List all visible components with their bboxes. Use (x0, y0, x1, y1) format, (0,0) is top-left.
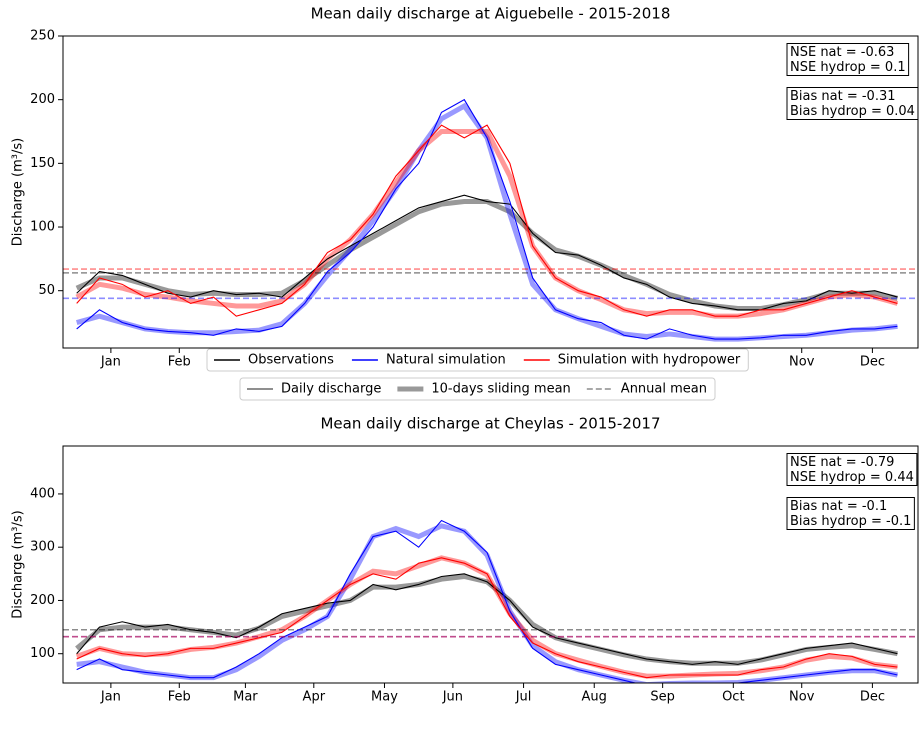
annotation: NSE nat = -0.79 NSE hydrop = 0.44 (790, 455, 914, 485)
y-tick-label: 100 (30, 646, 55, 661)
annotation-line: NSE hydrop = 0.44 (790, 470, 914, 485)
annotation-line: NSE nat = -0.79 (790, 455, 894, 470)
annotation-box (786, 497, 915, 530)
x-tick-label: Aug (582, 690, 607, 705)
y-tick-label: 200 (30, 593, 55, 608)
x-tick-label: Feb (168, 355, 191, 370)
annotation: NSE nat = -0.63 NSE hydrop = 0.1 (790, 45, 906, 75)
x-tick-label: Dec (860, 355, 885, 370)
annotation: Bias nat = -0.31 Bias hydrop = 0.04 (790, 89, 915, 119)
daily-line (76, 519, 898, 683)
annotation-box (786, 87, 919, 120)
legend-label: 10-days sliding mean (431, 382, 570, 397)
legend-label: Annual mean (621, 382, 707, 397)
x-tick-label: Jan (100, 355, 121, 370)
x-tick-label: Jul (515, 690, 532, 705)
legend-frame (239, 377, 716, 401)
y-tick-label: 50 (38, 283, 55, 298)
x-tick-label: Nov (789, 690, 815, 705)
x-tick-label: Sep (650, 690, 675, 705)
plot-frame (62, 445, 919, 684)
plot-area (63, 98, 918, 342)
y-tick-label: 300 (30, 540, 55, 555)
legend-label: Daily discharge (281, 382, 381, 397)
legend-label: Natural simulation (386, 353, 506, 368)
annotation-line: Bias nat = -0.31 (790, 89, 896, 104)
y-axis-label: Discharge (m³/s) (11, 138, 26, 246)
sliding-mean-line (76, 523, 898, 683)
daily-line (76, 98, 898, 340)
chart-title: Mean daily discharge at Cheylas - 2015-2… (320, 415, 660, 433)
annotation-line: Bias hydrop = -0.1 (790, 514, 911, 529)
daily-line (76, 573, 898, 665)
y-axis-label: Discharge (m³/s) (11, 510, 26, 618)
sliding-mean-line (75, 129, 899, 319)
daily-line (76, 557, 898, 679)
x-tick-label: May (371, 690, 398, 705)
daily-line (76, 124, 898, 317)
x-tick-label: Nov (789, 355, 815, 370)
annotation-line: Bias nat = -0.1 (790, 499, 887, 514)
y-tick-label: 200 (30, 92, 55, 107)
x-tick-label: Dec (860, 690, 885, 705)
x-tick-label: Oct (722, 690, 744, 705)
y-tick-label: 150 (30, 156, 55, 171)
annotation-line: Bias hydrop = 0.04 (790, 104, 915, 119)
x-tick-label: Apr (303, 690, 326, 705)
annotation-box (786, 453, 918, 486)
y-tick-label: 400 (30, 486, 55, 501)
y-tick-label: 100 (30, 220, 55, 235)
annotation-box (786, 43, 910, 76)
annotation-line: NSE hydrop = 0.1 (790, 60, 906, 75)
legend-label: Simulation with hydropower (558, 353, 741, 368)
legend: Observations Natural simulation Simulation… (206, 348, 749, 401)
legend-frame (206, 348, 749, 372)
plot-frame (62, 35, 919, 349)
x-tick-label: Mar (233, 690, 258, 705)
legend-label: Observations (248, 353, 334, 368)
annotation-line: NSE nat = -0.63 (790, 45, 894, 60)
x-tick-label: Feb (168, 690, 191, 705)
x-tick-label: Jun (442, 690, 463, 705)
plot-area (63, 519, 918, 683)
sliding-mean-line (75, 199, 899, 312)
y-tick-label: 250 (30, 29, 55, 44)
chart-title: Mean daily discharge at Aiguebelle - 201… (311, 5, 671, 23)
x-tick-label: Jan (100, 690, 121, 705)
annotation: Bias nat = -0.1 Bias hydrop = -0.1 (790, 499, 911, 529)
